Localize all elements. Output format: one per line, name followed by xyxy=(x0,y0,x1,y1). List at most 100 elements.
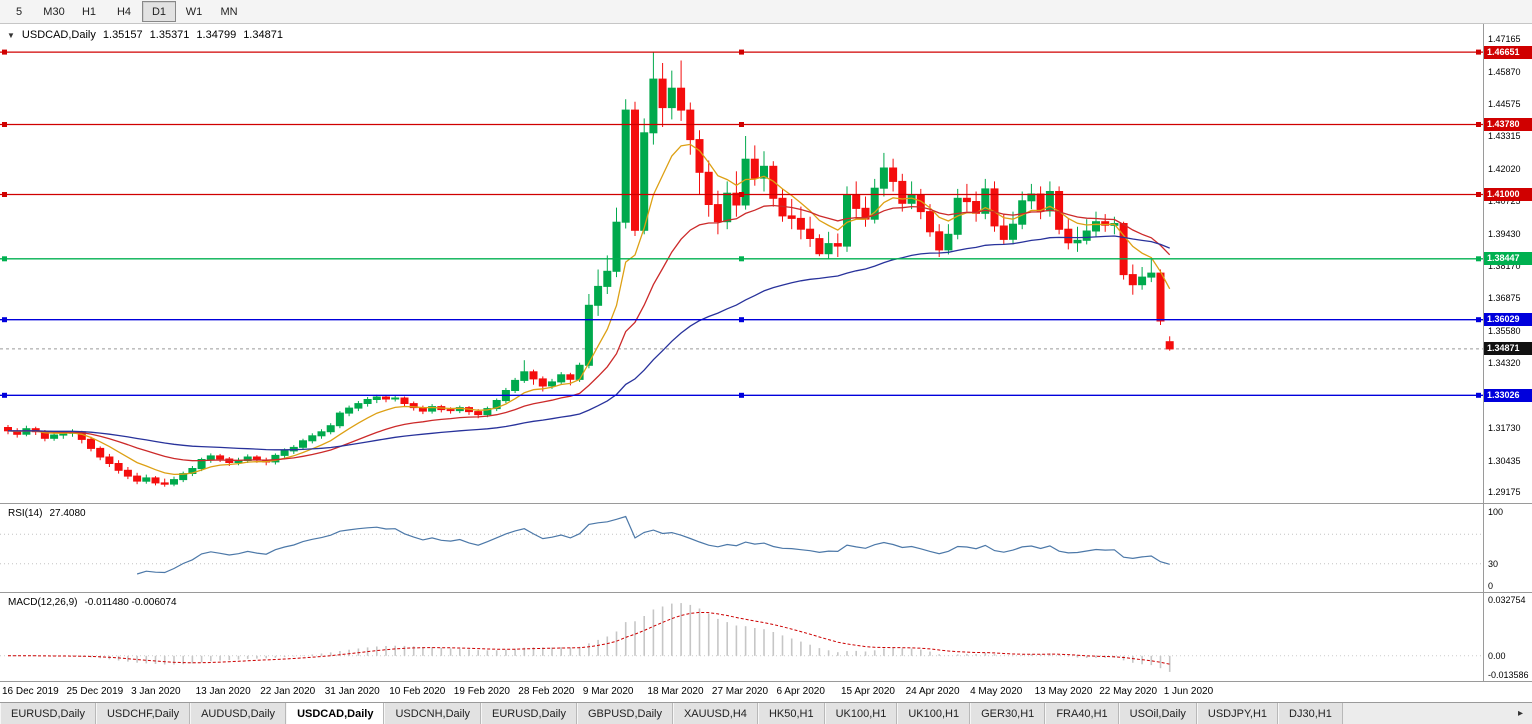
chart-tab-eurusd-daily[interactable]: EURUSD,Daily xyxy=(481,703,577,724)
line-handle[interactable] xyxy=(2,392,7,398)
symbol-ohlc-line: ▼ USDCAD,Daily 1.35157 1.35371 1.34799 1… xyxy=(7,29,283,41)
candle xyxy=(105,456,114,464)
chart-tab-uk100-h1[interactable]: UK100,H1 xyxy=(897,703,971,724)
price-level-badge: 1.43780 xyxy=(1484,118,1532,131)
date-label: 27 Mar 2020 xyxy=(711,686,769,697)
price-level-badge: 1.46651 xyxy=(1484,45,1532,59)
candle xyxy=(824,243,833,255)
timeframe-button-mn[interactable]: MN xyxy=(220,5,238,18)
candle xyxy=(566,374,575,380)
date-label: 4 May 2020 xyxy=(970,686,1023,697)
line-handle[interactable] xyxy=(1476,122,1481,127)
chart-tab-fra40-h1[interactable]: FRA40,H1 xyxy=(1045,703,1119,724)
candle xyxy=(769,165,778,199)
candle xyxy=(879,167,888,189)
timeframe-button-5[interactable]: 5 xyxy=(15,5,23,18)
chart-tab-gbpusd-daily[interactable]: GBPUSD,Daily xyxy=(577,703,673,724)
date-label: 3 Jan 2020 xyxy=(131,686,181,697)
chart-tab-audusd-daily[interactable]: AUDUSD,Daily xyxy=(190,703,287,724)
candle xyxy=(658,78,667,109)
candle xyxy=(990,188,999,227)
candle xyxy=(446,409,455,412)
chevron-down-icon[interactable]: ▼ xyxy=(7,30,15,40)
chart-tab-usdcnh-daily[interactable]: USDCNH,Daily xyxy=(384,703,482,724)
chart-tab-hk50-h1[interactable]: HK50,H1 xyxy=(757,703,825,724)
candle xyxy=(428,406,437,412)
time-axis[interactable]: 16 Dec 2019 25 Dec 2019 3 Jan 2020 13 Jan 2… xyxy=(0,681,1532,702)
timeframe-button-d1[interactable]: D1 xyxy=(142,1,176,22)
line-handle[interactable] xyxy=(1476,392,1481,398)
chart-tab-usoil-daily[interactable]: USOil,Daily xyxy=(1118,703,1197,724)
candle xyxy=(483,408,492,416)
chart-tab-ger30-h1[interactable]: GER30,H1 xyxy=(970,703,1046,724)
price-axis-label: 1.45870 xyxy=(1488,66,1521,77)
macd-canvas[interactable] xyxy=(0,593,1483,681)
line-handle[interactable] xyxy=(1476,256,1481,262)
line-handle[interactable] xyxy=(2,317,7,323)
date-label: 22 May 2020 xyxy=(1099,686,1158,697)
date-label: 25 Dec 2019 xyxy=(66,686,124,697)
price-chart-canvas[interactable] xyxy=(0,24,1483,503)
candle xyxy=(1009,223,1017,240)
candle xyxy=(114,463,123,471)
candle xyxy=(796,217,805,230)
line-handle[interactable] xyxy=(2,49,7,55)
candle xyxy=(50,434,59,439)
candle xyxy=(750,158,759,179)
candle xyxy=(594,285,603,306)
candle xyxy=(677,87,686,111)
line-handle[interactable] xyxy=(739,317,744,323)
date-label: 28 Feb 2020 xyxy=(518,686,575,697)
chart-tab-usdchf-daily[interactable]: USDCHF,Daily xyxy=(95,703,191,724)
candle xyxy=(299,440,307,448)
candle xyxy=(400,397,409,404)
rsi-value: 27.4080 xyxy=(49,508,86,519)
line-handle[interactable] xyxy=(739,256,744,262)
chart-tab-uk100-h1[interactable]: UK100,H1 xyxy=(824,703,898,724)
chart-tab-usdjpy-h1[interactable]: USDJPY,H1 xyxy=(1196,703,1279,724)
timeframe-button-w1[interactable]: W1 xyxy=(185,5,203,18)
date-label: 10 Feb 2020 xyxy=(389,686,446,697)
timeframe-button-h1[interactable]: H1 xyxy=(81,5,97,18)
price-axis-label: 1.40725 xyxy=(1488,196,1521,207)
line-handle[interactable] xyxy=(739,49,744,55)
rsi-canvas[interactable] xyxy=(0,504,1483,592)
candle xyxy=(511,379,520,391)
timeframe-button-h4[interactable]: H4 xyxy=(116,5,132,18)
line-handle[interactable] xyxy=(2,256,7,262)
candle xyxy=(529,371,538,380)
line-handle[interactable] xyxy=(1476,49,1481,55)
tab-scroll-right-icon[interactable]: ▸ xyxy=(1517,708,1523,719)
macd-indicator-panel: MACD(12,26,9) -0.011480 -0.006074 0.0327… xyxy=(0,592,1532,681)
date-label: 13 May 2020 xyxy=(1034,686,1093,697)
candle xyxy=(170,479,178,485)
line-handle[interactable] xyxy=(2,122,7,127)
macd-axis-label-max: 0.032754 xyxy=(1488,595,1526,605)
price-axis-label: 1.43315 xyxy=(1488,131,1521,142)
price-axis-label: 1.31730 xyxy=(1488,423,1521,433)
candle xyxy=(1147,272,1156,278)
line-handle[interactable] xyxy=(739,192,744,197)
line-handle[interactable] xyxy=(1476,317,1481,323)
candle xyxy=(999,225,1008,240)
date-label: 19 Feb 2020 xyxy=(453,686,510,697)
line-handle[interactable] xyxy=(1476,192,1481,197)
candle xyxy=(335,412,344,427)
chart-tab-usdcad-daily[interactable]: USDCAD,Daily xyxy=(286,703,385,724)
price-axis-label: 1.38170 xyxy=(1488,260,1521,271)
candle xyxy=(649,78,658,134)
timeframe-button-m30[interactable]: M30 xyxy=(43,5,65,18)
line-handle[interactable] xyxy=(739,392,744,398)
line-handle[interactable] xyxy=(739,122,744,127)
candle xyxy=(391,397,400,400)
macd-signal-line xyxy=(8,611,1170,665)
line-handle[interactable] xyxy=(2,192,7,197)
chart-tab-bar: EURUSD,Daily USDCHF,Daily AUDUSD,Daily USDC… xyxy=(0,702,1532,724)
candle xyxy=(723,192,732,223)
price-axis-label: 1.47165 xyxy=(1488,34,1521,45)
chart-tab-xauusd-h4[interactable]: XAUUSD,H4 xyxy=(672,703,758,724)
chart-tab-dj30-h1[interactable]: DJ30,H1 xyxy=(1278,703,1343,724)
chart-tab-eurusd-daily[interactable]: EURUSD,Daily xyxy=(0,703,96,724)
candle xyxy=(151,477,160,484)
date-label: 16 Dec 2019 xyxy=(2,686,59,697)
